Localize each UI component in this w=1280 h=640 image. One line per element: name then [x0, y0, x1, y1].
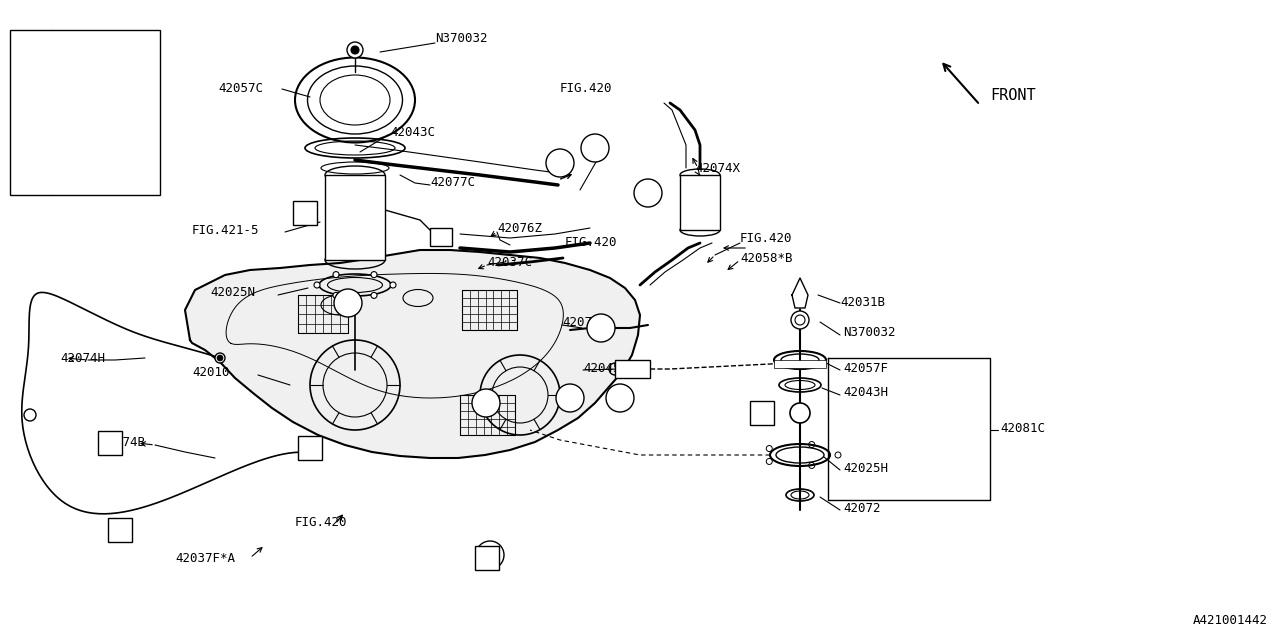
Circle shape — [218, 355, 223, 361]
Text: 2: 2 — [598, 321, 604, 335]
Bar — [614, 360, 650, 378]
Text: 5: 5 — [27, 172, 35, 185]
Text: FIG.420: FIG.420 — [740, 232, 792, 244]
Text: 3: 3 — [616, 392, 623, 404]
Text: 42072: 42072 — [844, 502, 881, 515]
Text: FIG.420: FIG.420 — [294, 516, 347, 529]
Bar — [460, 395, 515, 435]
Bar — [293, 201, 317, 225]
Polygon shape — [186, 250, 640, 458]
Text: 42076J: 42076J — [562, 317, 607, 330]
Text: 1: 1 — [557, 157, 563, 170]
Bar — [99, 431, 122, 455]
Bar — [298, 295, 348, 333]
Text: A: A — [116, 524, 124, 536]
Bar — [108, 518, 132, 542]
Bar — [680, 175, 719, 230]
Circle shape — [556, 384, 584, 412]
Circle shape — [371, 292, 378, 298]
Text: 4: 4 — [344, 296, 352, 310]
Text: 2: 2 — [644, 186, 652, 200]
Circle shape — [314, 282, 320, 288]
Text: 4: 4 — [27, 139, 35, 152]
Text: 5: 5 — [566, 392, 573, 404]
Text: 42037F*B: 42037F*B — [60, 73, 120, 86]
Circle shape — [24, 409, 36, 421]
Text: FRONT: FRONT — [989, 88, 1036, 102]
Text: 42057C: 42057C — [218, 81, 262, 95]
Text: B: B — [758, 406, 765, 419]
Text: 2: 2 — [27, 73, 35, 86]
Text: 3: 3 — [591, 141, 599, 154]
Text: 42043E: 42043E — [60, 139, 105, 152]
Bar — [462, 290, 517, 330]
Circle shape — [347, 42, 364, 58]
Circle shape — [605, 384, 634, 412]
Text: N370032: N370032 — [435, 31, 488, 45]
Text: 42057F: 42057F — [844, 362, 888, 374]
Circle shape — [300, 447, 310, 457]
Text: 42031B: 42031B — [840, 296, 884, 310]
Text: FIG.420: FIG.420 — [561, 81, 613, 95]
Bar — [774, 360, 826, 368]
Text: 42058*B: 42058*B — [740, 252, 792, 264]
Text: 5: 5 — [483, 397, 490, 410]
Text: N370032: N370032 — [844, 326, 896, 339]
Circle shape — [390, 282, 396, 288]
Circle shape — [351, 46, 358, 54]
Text: B: B — [306, 442, 314, 454]
Circle shape — [588, 314, 614, 342]
Circle shape — [795, 315, 805, 325]
Text: 42077C: 42077C — [430, 177, 475, 189]
Text: 42037C: 42037C — [486, 257, 532, 269]
Circle shape — [581, 134, 609, 162]
Text: 42037F*A: 42037F*A — [175, 552, 236, 564]
Circle shape — [333, 271, 339, 278]
Text: 3: 3 — [27, 106, 35, 119]
Text: 42074X: 42074X — [695, 161, 740, 175]
Circle shape — [334, 289, 362, 317]
Bar — [325, 175, 385, 260]
Text: 1: 1 — [27, 40, 35, 53]
Circle shape — [302, 449, 308, 455]
Circle shape — [791, 311, 809, 329]
Circle shape — [215, 353, 225, 363]
Text: C: C — [301, 207, 308, 220]
Bar — [750, 401, 774, 425]
Circle shape — [790, 403, 810, 423]
Text: 42043C: 42043C — [390, 127, 435, 140]
Bar — [298, 436, 323, 460]
Polygon shape — [792, 278, 808, 308]
Text: 42076Z: 42076Z — [497, 221, 541, 234]
Text: 4: 4 — [486, 548, 494, 561]
Text: 42010: 42010 — [192, 367, 229, 380]
Text: 42025N: 42025N — [210, 287, 255, 300]
Text: 42081C: 42081C — [1000, 422, 1044, 435]
Text: A421001442: A421001442 — [1193, 614, 1268, 627]
Circle shape — [333, 292, 339, 298]
Circle shape — [634, 179, 662, 207]
Text: 42043H: 42043H — [844, 387, 888, 399]
Text: FIG.421-5: FIG.421-5 — [192, 223, 260, 237]
Text: C: C — [106, 436, 114, 449]
Text: 42045H: 42045H — [582, 362, 628, 374]
Text: 42043*B: 42043*B — [60, 106, 113, 119]
Text: 0923S: 0923S — [60, 40, 97, 53]
Bar — [10, 30, 160, 195]
Bar — [430, 228, 452, 246]
Text: 42074B: 42074B — [100, 436, 145, 449]
Circle shape — [547, 149, 573, 177]
Circle shape — [371, 271, 378, 278]
Circle shape — [472, 389, 500, 417]
Text: 42025H: 42025H — [844, 461, 888, 474]
Text: FIG.420: FIG.420 — [564, 237, 617, 250]
Text: 42043*A: 42043*A — [60, 172, 113, 185]
Text: A: A — [484, 552, 490, 564]
Bar — [475, 546, 499, 570]
Circle shape — [476, 541, 504, 569]
Text: 42074H: 42074H — [60, 351, 105, 365]
